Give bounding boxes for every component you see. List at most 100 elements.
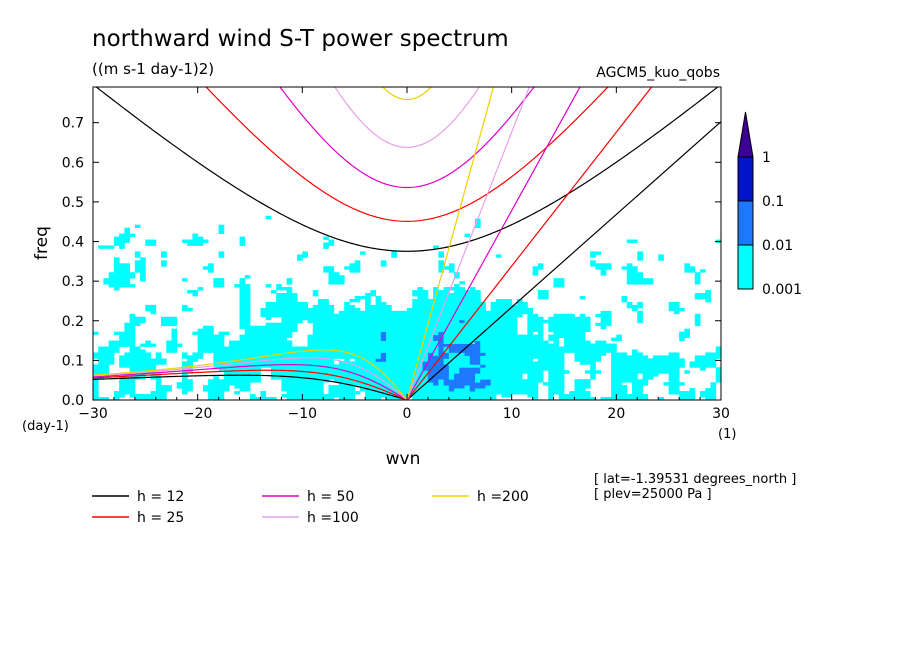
spectrum-cell bbox=[438, 376, 445, 380]
spectrum-cell bbox=[448, 310, 455, 315]
rossby-wave-curve bbox=[93, 369, 408, 400]
spectrum-cell bbox=[485, 397, 492, 400]
spectrum-cell bbox=[312, 358, 319, 362]
spectrum-cell bbox=[600, 346, 607, 350]
spectrum-cell bbox=[480, 376, 486, 380]
spectrum-cell bbox=[155, 385, 162, 389]
inertia-gravity-wave-curve bbox=[381, 87, 433, 101]
spectrum-cell bbox=[626, 361, 633, 365]
spectrum-cell bbox=[527, 346, 533, 350]
spectrum-cell bbox=[375, 301, 382, 306]
spectrum-cell bbox=[407, 355, 413, 359]
spectrum-cell bbox=[344, 307, 350, 312]
spectrum-cell bbox=[506, 337, 513, 341]
spectrum-cell bbox=[161, 316, 167, 321]
spectrum-cell bbox=[270, 346, 277, 350]
spectrum-cell bbox=[679, 391, 685, 395]
spectrum-cell bbox=[506, 298, 513, 303]
spectrum-cell bbox=[516, 373, 523, 377]
spectrum-cell bbox=[307, 391, 314, 395]
spectrum-cell bbox=[370, 382, 376, 386]
spectrum-cell bbox=[443, 391, 450, 395]
spectrum-cell bbox=[307, 310, 314, 315]
spectrum-cell bbox=[276, 284, 282, 288]
spectrum-cell bbox=[318, 349, 324, 353]
spectrum-cell bbox=[700, 355, 706, 359]
spectrum-cell bbox=[548, 349, 554, 353]
spectrum-cell bbox=[574, 394, 581, 398]
spectrum-cell bbox=[119, 340, 125, 344]
spectrum-cell bbox=[527, 373, 533, 377]
spectrum-cell bbox=[281, 373, 288, 377]
spectrum-cell bbox=[522, 337, 528, 341]
spectrum-cell bbox=[223, 355, 230, 359]
spectrum-cell bbox=[532, 334, 539, 338]
spectrum-cell bbox=[103, 281, 110, 285]
spectrum-cell bbox=[176, 385, 183, 389]
spectrum-cell bbox=[181, 364, 188, 368]
x-tick-label: 0 bbox=[403, 406, 412, 422]
spectrum-cell bbox=[119, 275, 125, 279]
spectrum-cell bbox=[323, 346, 329, 350]
spectrum-cell bbox=[129, 272, 136, 276]
spectrum-cell bbox=[448, 388, 455, 392]
spectrum-cell bbox=[658, 361, 664, 365]
spectrum-cell bbox=[375, 379, 382, 383]
spectrum-cell bbox=[265, 310, 272, 315]
spectrum-cell bbox=[239, 301, 246, 306]
spectrum-cell bbox=[281, 325, 288, 330]
spectrum-cell bbox=[642, 361, 649, 365]
spectrum-cell bbox=[365, 316, 371, 321]
spectrum-cell bbox=[365, 307, 371, 312]
spectrum-cell bbox=[150, 310, 157, 315]
spectrum-cell bbox=[443, 364, 450, 368]
spectrum-cell bbox=[202, 325, 209, 330]
spectrum-cell bbox=[715, 352, 721, 356]
spectrum-cell bbox=[480, 304, 486, 309]
spectrum-cell bbox=[679, 307, 685, 312]
spectrum-cell bbox=[140, 355, 146, 359]
spectrum-cell bbox=[286, 322, 293, 327]
spectrum-cell bbox=[119, 281, 125, 285]
spectrum-cell bbox=[380, 364, 387, 368]
spectrum-cell bbox=[349, 331, 356, 336]
spectrum-cell bbox=[223, 352, 230, 356]
spectrum-cell bbox=[328, 239, 335, 243]
spectrum-cell bbox=[407, 352, 413, 356]
spectrum-cell bbox=[202, 388, 209, 392]
spectrum-cell bbox=[391, 310, 397, 315]
spectrum-cell bbox=[359, 346, 366, 350]
spectrum-cell bbox=[318, 391, 324, 395]
spectrum-cell bbox=[318, 355, 324, 359]
spectrum-cell bbox=[181, 355, 188, 359]
spectrum-cell bbox=[637, 394, 643, 398]
spectrum-cell bbox=[302, 364, 308, 368]
spectrum-cell bbox=[108, 278, 115, 282]
spectrum-cell bbox=[684, 263, 690, 267]
spectrum-cell bbox=[501, 370, 507, 374]
spectrum-cell bbox=[239, 284, 246, 288]
spectrum-cell bbox=[297, 316, 303, 321]
spectrum-cell bbox=[427, 346, 434, 350]
spectrum-cell bbox=[370, 355, 376, 359]
spectrum-cell bbox=[663, 361, 670, 365]
spectrum-cell bbox=[323, 349, 329, 353]
spectrum-cell bbox=[98, 245, 104, 249]
spectrum-cell bbox=[380, 373, 387, 377]
spectrum-cell bbox=[129, 337, 136, 341]
spectrum-cell bbox=[454, 290, 460, 294]
spectrum-cell bbox=[469, 304, 476, 309]
spectrum-cell bbox=[239, 340, 246, 344]
spectrum-cell bbox=[516, 376, 523, 380]
spectrum-cell bbox=[668, 376, 675, 380]
spectrum-cell bbox=[679, 397, 685, 400]
spectrum-cell bbox=[208, 382, 214, 386]
spectrum-cell bbox=[124, 278, 131, 282]
spectrum-cell bbox=[318, 325, 324, 330]
spectrum-cell bbox=[244, 301, 251, 306]
spectrum-cell bbox=[318, 346, 324, 350]
spectrum-cell bbox=[558, 328, 565, 333]
spectrum-cell bbox=[239, 337, 246, 341]
spectrum-cell bbox=[637, 355, 643, 359]
spectrum-cell bbox=[124, 334, 131, 338]
